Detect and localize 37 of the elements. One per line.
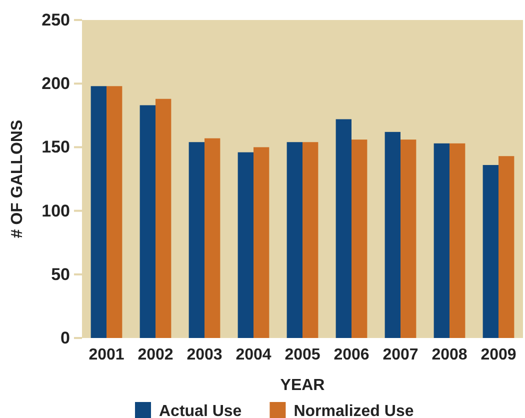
- bar: [140, 105, 156, 338]
- bar: [204, 138, 220, 338]
- bar: [352, 140, 368, 338]
- bar: [450, 143, 466, 338]
- x-axis-title: YEAR: [280, 377, 326, 394]
- bar: [498, 156, 514, 338]
- y-tick-label: 150: [42, 138, 70, 157]
- y-tick-label: 200: [42, 74, 70, 94]
- x-tick-label: 2006: [334, 346, 370, 364]
- bar: [482, 165, 498, 338]
- legend-label: Normalized Use: [294, 403, 414, 418]
- y-axis-title: # OF GALLONS: [9, 120, 26, 238]
- bar: [90, 86, 106, 338]
- x-tick-label: 2007: [382, 346, 418, 364]
- x-tick-label: 2005: [284, 346, 320, 364]
- bar: [286, 142, 302, 338]
- y-tick-label: 250: [42, 10, 70, 30]
- bar: [336, 119, 352, 338]
- x-tick-label: 2002: [138, 346, 174, 364]
- bar: [400, 140, 416, 338]
- bar: [106, 86, 122, 338]
- y-tick-label: 50: [51, 264, 70, 284]
- x-tick-label: 2001: [88, 346, 124, 364]
- bar: [156, 98, 172, 338]
- x-tick-label: 2009: [480, 346, 516, 364]
- legend-label: Actual Use: [159, 403, 242, 418]
- bar: [302, 142, 318, 338]
- y-tick-label: 100: [42, 201, 70, 220]
- x-tick-label: 2004: [236, 346, 272, 364]
- y-tick-label: 0: [60, 328, 70, 348]
- x-tick-label: 2008: [432, 346, 468, 364]
- bar: [384, 132, 400, 338]
- x-tick-label: 2003: [186, 346, 222, 364]
- bar: [434, 143, 450, 338]
- bar: [238, 152, 254, 338]
- bar: [188, 142, 204, 338]
- bar: [254, 147, 270, 338]
